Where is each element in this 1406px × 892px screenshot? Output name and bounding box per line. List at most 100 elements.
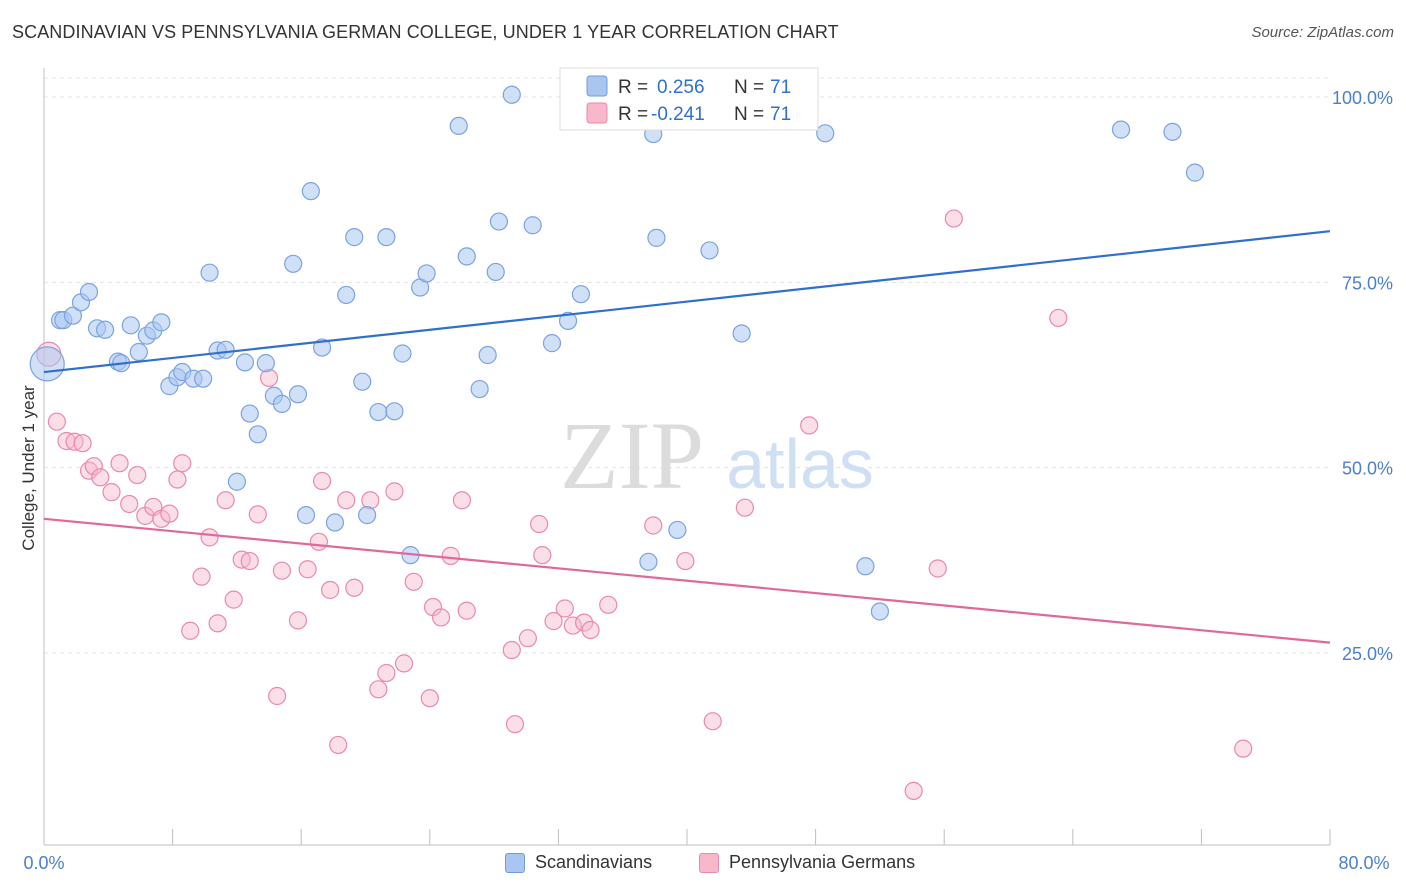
pennsylvania-german-point xyxy=(735,498,754,517)
pennsylvania-german-point xyxy=(944,209,963,228)
pennsylvania-german-point xyxy=(599,595,618,614)
scandinavian-point xyxy=(571,285,591,304)
pennsylvania-german-point xyxy=(91,468,110,487)
scandinavian-point xyxy=(478,345,497,365)
x-tick-label-max: 80.0% xyxy=(1338,853,1389,873)
legend-r-value-pink: -0.241 xyxy=(651,104,705,125)
y-tick-label: 100.0% xyxy=(1332,88,1393,108)
pennsylvania-german-point xyxy=(84,457,103,476)
pennsylvania-german-point xyxy=(404,572,423,591)
pennsylvania-german-point xyxy=(505,715,525,734)
pennsylvania-german-point xyxy=(160,504,179,523)
pennsylvania-german-point xyxy=(361,491,380,510)
pennsylvania-german-point xyxy=(457,601,476,620)
scandinavian-point xyxy=(235,353,255,372)
pennsylvania-german-point xyxy=(452,491,472,510)
pennsylvania-german-point xyxy=(168,470,187,489)
pennsylvania-german-point xyxy=(173,454,192,473)
scandinavian-point xyxy=(301,182,320,201)
scandinavian-point xyxy=(79,282,99,302)
pennsylvania-german-point xyxy=(259,368,279,388)
pennsylvania-german-point xyxy=(676,551,695,571)
pennsylvania-german-point xyxy=(441,546,460,565)
pennsylvania-german-point xyxy=(321,580,340,600)
scandinavian-point xyxy=(639,552,658,571)
scandinavian-point xyxy=(377,228,396,247)
scandinavian-point xyxy=(502,85,521,104)
scandinavian-point xyxy=(296,506,316,525)
pennsylvania-german-point xyxy=(102,483,121,502)
chart-title: SCANDINAVIAN VS PENNSYLVANIA GERMAN COLL… xyxy=(12,22,839,42)
pennsylvania-german-point xyxy=(298,560,317,579)
legend-r-label-blue: R = xyxy=(618,77,648,98)
axes xyxy=(43,68,1331,846)
scandinavian-point xyxy=(29,346,65,382)
scandinavian-point xyxy=(312,338,332,357)
chart-source: Source: ZipAtlas.com xyxy=(1251,24,1394,41)
pennsylvania-german-point xyxy=(208,614,227,633)
x-tick-label-min: 0.0% xyxy=(23,853,64,873)
scandinavian-point xyxy=(358,506,377,525)
scandinavian-point xyxy=(449,116,468,136)
pennsylvania-german-point xyxy=(200,528,219,547)
pennsylvania-german-point xyxy=(530,514,549,534)
pennsylvania-german-point xyxy=(575,613,594,632)
series-pennsylvania-germans xyxy=(36,209,1253,800)
pennsylvania-german-point xyxy=(800,416,819,435)
pennsylvania-german-point xyxy=(533,546,552,565)
y-axis-label: College, Under 1 year xyxy=(19,385,38,551)
legend-swatch-blue xyxy=(586,75,608,97)
pennsylvania-german-point xyxy=(394,654,414,673)
pennsylvania-german-point xyxy=(224,590,243,609)
pennsylvania-german-point xyxy=(288,611,308,630)
legend-n-value-pink: 71 xyxy=(770,104,791,125)
scandinavian-point xyxy=(385,402,404,421)
scandinavian-point xyxy=(558,311,578,330)
legend-n-label-blue: N = xyxy=(734,77,764,98)
pennsylvania-german-point xyxy=(555,599,574,618)
scandinavian-point xyxy=(369,402,388,422)
pennsylvania-german-point xyxy=(345,578,364,597)
pennsylvania-german-point xyxy=(581,620,600,640)
scandinavian-point xyxy=(345,228,364,247)
pennsylvania-german-point xyxy=(192,567,211,586)
scandinavian-point xyxy=(256,354,275,373)
scandinavian-point xyxy=(227,472,246,491)
legend-swatch-pennsylvania-germans xyxy=(699,852,719,873)
pennsylvania-german-point xyxy=(47,412,66,431)
scandinavian-point xyxy=(816,124,835,143)
legend-item-scandinavians[interactable]: Scandinavians xyxy=(505,852,652,873)
pennsylvania-german-point xyxy=(928,559,947,578)
scandinavian-point xyxy=(700,241,719,260)
trend-line-scandinavians xyxy=(43,230,1331,374)
legend-r-value-blue: 0.256 xyxy=(657,77,705,98)
pennsylvania-german-point xyxy=(272,561,292,580)
pennsylvania-german-point xyxy=(502,640,521,660)
scandinavian-point xyxy=(129,342,148,362)
scandinavian-point xyxy=(121,316,140,335)
y-tick-label: 75.0% xyxy=(1342,273,1393,293)
legend-n-label-pink: N = xyxy=(734,104,764,125)
pennsylvania-german-point xyxy=(431,608,451,627)
pennsylvania-german-point xyxy=(110,454,129,473)
scandinavian-point xyxy=(337,285,356,305)
scandinavian-point xyxy=(457,247,476,266)
pennsylvania-german-point xyxy=(267,686,287,706)
scandinavian-point xyxy=(489,212,509,231)
scandinavian-point xyxy=(1111,120,1131,139)
pennsylvania-german-point xyxy=(73,434,92,453)
pennsylvania-german-point xyxy=(248,505,267,524)
y-tick-labels: 25.0% 50.0% 75.0% 100.0% xyxy=(1332,88,1393,664)
trend-line-pennsylvania-germans xyxy=(43,517,1331,644)
pennsylvania-german-point xyxy=(128,465,147,485)
pennsylvania-german-point xyxy=(644,516,663,535)
pennsylvania-german-point xyxy=(181,621,200,640)
legend-r-label-pink: R = xyxy=(618,104,648,125)
pennsylvania-german-point xyxy=(120,494,139,514)
legend-swatch-scandinavians xyxy=(505,852,525,873)
legend-item-pennsylvania-germans[interactable]: Pennsylvania Germans xyxy=(699,852,915,873)
pennsylvania-german-point xyxy=(369,680,388,699)
legend-swatch-pink xyxy=(586,102,608,124)
bottom-legend: Scandinavians Pennsylvania Germans xyxy=(0,852,1406,878)
